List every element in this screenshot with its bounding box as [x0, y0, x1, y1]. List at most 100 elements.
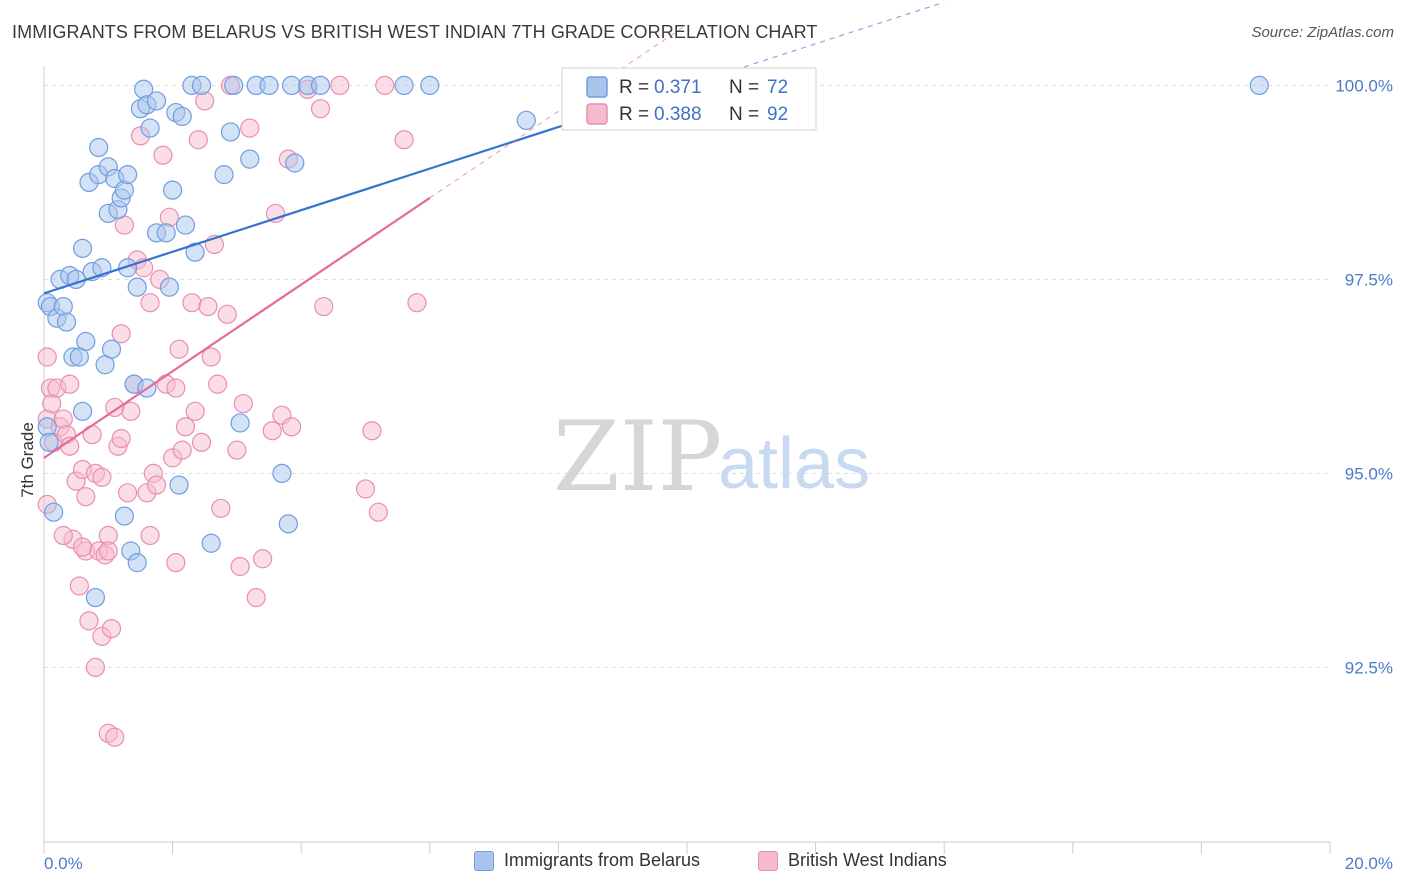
data-point-belarus [127, 277, 147, 297]
data-point-british-west-indians [233, 393, 253, 414]
data-point-british-west-indians [76, 487, 96, 507]
data-point-british-west-indians [208, 374, 228, 394]
data-point-british-west-indians [185, 401, 205, 421]
data-point-british-west-indians [69, 576, 89, 596]
legend-swatch-belarus [474, 850, 494, 871]
legend-swatch-bwi [758, 850, 778, 871]
data-point-british-west-indians [314, 296, 334, 317]
legend-item-belarus: Immigrants from Belarus [474, 850, 700, 871]
legend-r-label-pink: R = [619, 104, 649, 125]
legend-r-label-blue: R = [619, 77, 649, 98]
y-tick-label: 100.0% [1335, 76, 1393, 95]
data-point-belarus [240, 149, 260, 169]
legend-n-label-blue: N = [729, 77, 759, 98]
data-point-british-west-indians [191, 432, 212, 452]
chart-title: IMMIGRANTS FROM BELARUS VS BRITISH WEST … [12, 22, 818, 42]
data-point-belarus [259, 75, 279, 96]
legend-swatch-pink [586, 103, 608, 125]
data-point-belarus [172, 106, 192, 127]
data-point-british-west-indians [281, 417, 302, 437]
data-point-british-west-indians [240, 118, 260, 138]
data-point-british-west-indians [79, 611, 99, 631]
data-point-belarus [394, 75, 414, 96]
data-point-british-west-indians [111, 428, 131, 449]
legend-item-bwi: British West Indians [758, 850, 947, 871]
stats-legend: R = 0.371 N = 72 R = 0.388 N = 92 [561, 67, 817, 131]
data-point-belarus [117, 165, 138, 185]
y-axis-label: 7th Grade [18, 422, 37, 498]
data-point-british-west-indians [227, 440, 247, 460]
data-point-belarus [140, 118, 160, 138]
data-point-british-west-indians [375, 75, 395, 96]
data-point-british-west-indians [166, 553, 186, 573]
trend-line-british-west-indians-extension [429, 24, 688, 199]
data-point-british-west-indians [153, 145, 173, 165]
data-point-belarus [156, 223, 176, 243]
series-legend: Immigrants from Belarus British West Ind… [0, 850, 1406, 880]
data-point-belarus [224, 75, 244, 96]
data-point-british-west-indians [211, 498, 231, 518]
data-point-british-west-indians [253, 549, 273, 569]
data-point-british-west-indians [217, 304, 237, 324]
data-point-belarus [89, 137, 109, 158]
data-point-british-west-indians [182, 293, 202, 313]
legend-r-value-pink: 0.388 [654, 104, 702, 125]
data-point-british-west-indians [101, 618, 122, 639]
x-tick-label: 20.0% [1345, 854, 1393, 873]
data-point-belarus [114, 506, 134, 526]
data-point-belarus [516, 110, 536, 130]
data-point-belarus [169, 475, 189, 495]
data-point-belarus [72, 401, 93, 421]
data-point-belarus [281, 75, 302, 96]
data-point-belarus [146, 91, 167, 111]
data-point-british-west-indians [140, 525, 160, 546]
data-point-british-west-indians [105, 727, 125, 747]
data-point-belarus [85, 587, 106, 608]
data-point-belarus [1249, 75, 1269, 96]
data-point-belarus [117, 258, 138, 278]
data-point-british-west-indians [53, 409, 73, 429]
grid-lines [44, 84, 1330, 668]
y-tick-label: 92.5% [1345, 658, 1393, 677]
data-point-belarus [44, 502, 64, 522]
data-point-belarus [159, 277, 179, 297]
data-point-british-west-indians [140, 293, 160, 313]
data-point-belarus [76, 331, 96, 352]
data-point-belarus [127, 553, 147, 573]
data-point-british-west-indians [262, 421, 282, 441]
legend-label-bwi: British West Indians [788, 850, 947, 870]
data-point-british-west-indians [53, 525, 73, 546]
data-point-british-west-indians [37, 347, 57, 367]
data-point-british-west-indians [111, 324, 131, 344]
data-point-belarus [72, 238, 93, 258]
data-point-belarus [101, 339, 122, 359]
watermark: ZIP atlas [553, 401, 870, 513]
data-point-belarus [230, 413, 250, 433]
data-point-belarus [310, 75, 331, 96]
data-point-british-west-indians [362, 421, 382, 441]
data-point-british-west-indians [175, 417, 196, 437]
data-point-british-west-indians [246, 587, 266, 608]
data-point-british-west-indians [201, 347, 221, 367]
tick-labels: 92.5% 95.0% 97.5% 100.0% 0.0% 20.0% [44, 76, 1393, 873]
watermark-zip: ZIP [553, 401, 722, 513]
data-point-belarus [278, 514, 298, 534]
data-point-british-west-indians [368, 502, 388, 522]
data-point-belarus [201, 533, 221, 553]
legend-label-belarus: Immigrants from Belarus [504, 850, 701, 870]
data-point-belarus [420, 75, 440, 96]
series-immigrants-from-belarus [37, 75, 1269, 608]
data-point-belarus [56, 312, 77, 332]
data-point-british-west-indians [72, 537, 93, 557]
x-tick-label: 0.0% [44, 854, 83, 873]
y-tick-label: 97.5% [1345, 270, 1393, 289]
data-point-british-west-indians [159, 207, 179, 227]
data-point-british-west-indians [92, 467, 112, 487]
data-point-british-west-indians [230, 556, 250, 577]
trend-line-british-west-indians [43, 197, 431, 459]
data-point-british-west-indians [169, 339, 189, 359]
legend-n-value-blue: 72 [767, 77, 788, 98]
data-point-british-west-indians [121, 401, 141, 421]
data-point-belarus [185, 242, 205, 262]
